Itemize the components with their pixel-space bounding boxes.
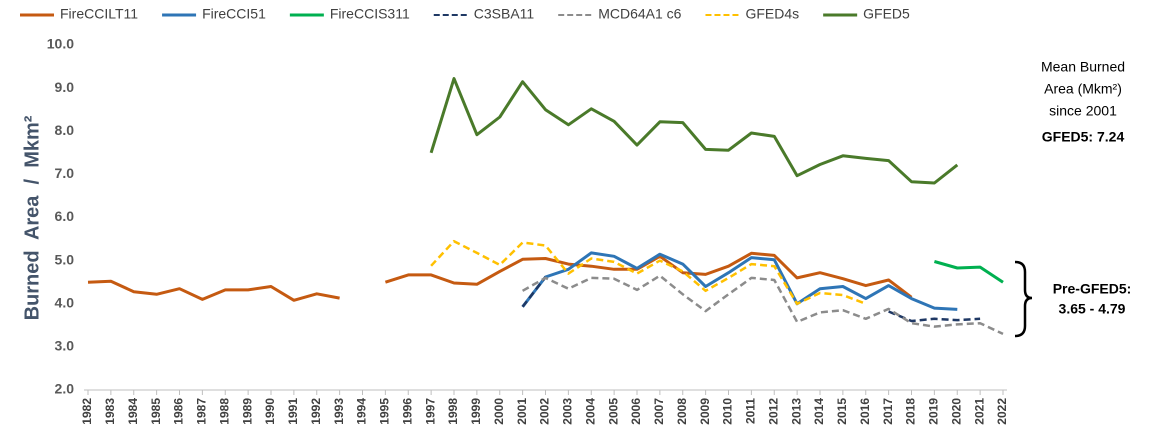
series-line	[430, 239, 867, 306]
x-tick-label: 2006	[629, 398, 643, 425]
legend-label: FireCCI51	[202, 6, 266, 22]
series-line	[521, 274, 1004, 336]
x-tick-label: 1997	[423, 398, 437, 425]
x-tick-label: 1988	[217, 398, 231, 425]
x-tick-label: 2003	[561, 398, 575, 425]
x-tick-label: 1985	[149, 398, 163, 425]
legend-label: C3SBA11	[474, 6, 535, 22]
y-tick-label: 3.0	[55, 338, 75, 354]
y-tick-label: 2.0	[55, 381, 75, 397]
series-line	[933, 260, 1004, 284]
x-tick-label: 2005	[606, 398, 620, 425]
mean-note: since 2001	[1049, 103, 1117, 119]
y-tick-label: 7.0	[55, 165, 75, 181]
y-tick-label: 6.0	[55, 208, 75, 224]
y-tick-label: 10.0	[47, 36, 74, 52]
x-tick-label: 2021	[972, 398, 986, 425]
legend-label: MCD64A1 c6	[598, 6, 681, 22]
legend-label: GFED5	[863, 6, 910, 22]
mean-note: Area (Mkm²)	[1044, 81, 1122, 97]
x-tick-label: 2013	[789, 398, 803, 425]
legend-label: GFED4s	[745, 6, 799, 22]
x-tick-label: 2001	[515, 398, 529, 425]
x-tick-label: 1983	[103, 398, 117, 425]
y-tick-label: 9.0	[55, 79, 75, 95]
x-tick-label: 2002	[538, 398, 552, 425]
bracket	[1014, 260, 1033, 338]
series-line	[87, 251, 913, 302]
legend-label: FireCCIS311	[330, 6, 410, 22]
x-tick-label: 2015	[835, 398, 849, 425]
mean-note: Mean Burned	[1041, 59, 1125, 75]
x-tick-label: 2014	[812, 398, 826, 425]
series-line	[429, 77, 959, 185]
x-tick-label: 2022	[995, 398, 1009, 425]
y-tick-label: 4.0	[55, 294, 75, 310]
x-tick-label: 1992	[309, 398, 323, 425]
x-tick-label: 2012	[766, 398, 780, 425]
x-tick-label: 2011	[744, 398, 758, 424]
x-tick-label: 2009	[698, 398, 712, 425]
x-tick-label: 1996	[400, 398, 414, 425]
series-line	[521, 251, 958, 311]
x-tick-label: 2008	[675, 398, 689, 425]
x-tick-label: 1995	[378, 398, 392, 425]
y-tick-label: 5.0	[55, 251, 75, 267]
gfed5-mean: GFED5: 7.24	[1042, 129, 1125, 145]
x-tick-label: 1984	[126, 398, 140, 425]
x-tick-label: 2019	[927, 398, 941, 425]
y-axis-label: Burned Area / Mkm²	[21, 115, 43, 320]
pre-gfed5-range: Pre-GFED5:	[1053, 281, 1132, 297]
x-tick-label: 1987	[195, 398, 209, 425]
x-tick-label: 1994	[355, 398, 369, 425]
x-tick-label: 2000	[492, 398, 506, 425]
x-tick-label: 1986	[172, 398, 186, 425]
x-tick-label: 2010	[721, 398, 735, 425]
pre-gfed5-range: 3.65 - 4.79	[1059, 301, 1126, 317]
x-tick-label: 1993	[332, 398, 346, 425]
x-tick-label: 1982	[80, 398, 94, 425]
x-tick-label: 1999	[469, 398, 483, 425]
x-tick-label: 2004	[583, 398, 597, 425]
x-tick-label: 2020	[949, 398, 963, 425]
x-tick-label: 1989	[240, 398, 254, 425]
x-tick-label: 2018	[904, 398, 918, 425]
x-tick-label: 1991	[286, 398, 300, 425]
x-tick-label: 1990	[263, 398, 277, 425]
x-tick-label: 2017	[881, 398, 895, 425]
legend-label: FireCCILT11	[60, 6, 138, 22]
x-tick-label: 2007	[652, 398, 666, 425]
x-tick-label: 1998	[446, 398, 460, 425]
y-tick-label: 8.0	[55, 122, 75, 138]
x-tick-label: 2016	[858, 398, 872, 425]
